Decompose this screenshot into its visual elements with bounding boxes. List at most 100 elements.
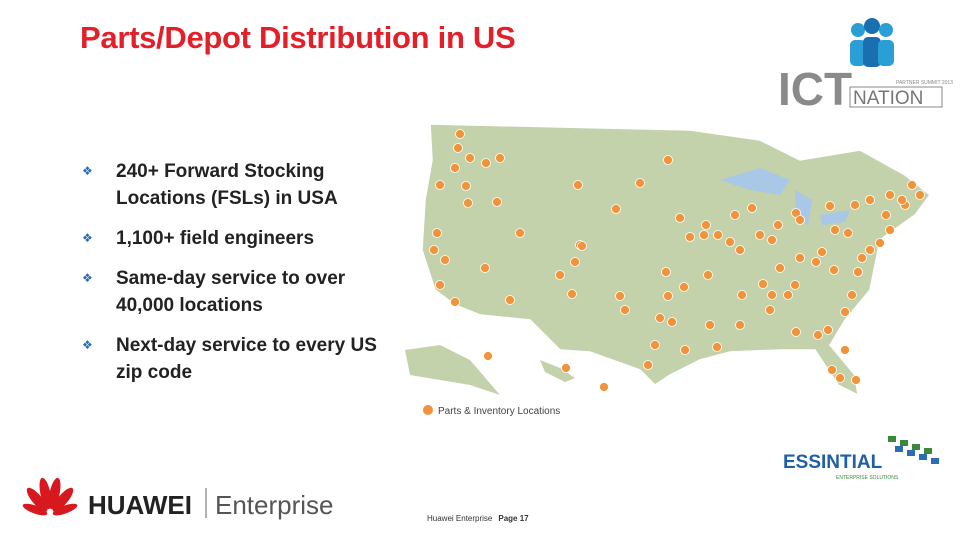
location-dot (865, 245, 875, 255)
location-dot (853, 267, 863, 277)
location-dot (643, 360, 653, 370)
location-dot (463, 198, 473, 208)
location-dot (701, 220, 711, 230)
location-dot (492, 197, 502, 207)
location-dot (555, 270, 565, 280)
location-dot (730, 210, 740, 220)
location-dot (620, 305, 630, 315)
location-dot (823, 325, 833, 335)
location-dot (680, 345, 690, 355)
location-dot (850, 200, 860, 210)
location-dot (712, 342, 722, 352)
bullet: 240+ Forward Stocking Locations (FSLs) i… (82, 158, 378, 212)
location-dot (567, 289, 577, 299)
location-dot (515, 228, 525, 238)
location-dot (465, 153, 475, 163)
location-dot (663, 155, 673, 165)
location-dot (847, 290, 857, 300)
huawei-name: HUAWEI (88, 490, 192, 520)
location-dot (865, 195, 875, 205)
bullet: 1,100+ field engineers (82, 225, 378, 252)
location-dot (650, 340, 660, 350)
page-number: Page 17 (498, 514, 529, 523)
location-dot (432, 228, 442, 238)
location-dot (725, 237, 735, 247)
location-dot (885, 190, 895, 200)
location-dot (843, 228, 853, 238)
location-dot (840, 345, 850, 355)
location-dot (825, 201, 835, 211)
location-dot (881, 210, 891, 220)
huawei-logo: HUAWEI Enterprise (22, 477, 334, 520)
location-dot (775, 263, 785, 273)
location-dot (737, 290, 747, 300)
bullet: Next-day service to every US zip code (82, 332, 378, 386)
location-dot (790, 280, 800, 290)
location-dot (495, 153, 505, 163)
location-dot (851, 375, 861, 385)
location-dot (827, 365, 837, 375)
location-dot (635, 178, 645, 188)
location-dot (795, 215, 805, 225)
location-dot (435, 180, 445, 190)
location-dot (791, 327, 801, 337)
huawei-division: Enterprise (215, 490, 334, 520)
location-dot (615, 291, 625, 301)
location-dot (573, 180, 583, 190)
ict-tagline: PARTNER SUMMIT 2013 (896, 80, 953, 86)
location-dot (429, 245, 439, 255)
location-dot (783, 290, 793, 300)
location-dot (835, 373, 845, 383)
location-dot (829, 265, 839, 275)
essintial-tagline: ENTERPRISE SOLUTIONS (836, 475, 899, 481)
location-dot (703, 270, 713, 280)
location-dot (811, 257, 821, 267)
location-dot (455, 129, 465, 139)
location-dot (561, 363, 571, 373)
location-dot (440, 255, 450, 265)
location-dot (817, 247, 827, 257)
location-dot (885, 225, 895, 235)
location-dots (429, 129, 925, 392)
location-dot (699, 230, 709, 240)
location-dot (450, 297, 460, 307)
location-dot (483, 351, 493, 361)
essintial-name: ESSINTIAL (783, 452, 883, 473)
location-dot (577, 241, 587, 251)
location-dot (655, 313, 665, 323)
ict-main: ICT (778, 63, 852, 115)
location-dot (735, 320, 745, 330)
location-dot (713, 230, 723, 240)
location-dot (685, 232, 695, 242)
location-dot (765, 305, 775, 315)
location-dot (663, 291, 673, 301)
location-dot (450, 163, 460, 173)
location-dot (813, 330, 823, 340)
location-dot (505, 295, 515, 305)
ict-sub: NATION (853, 88, 923, 109)
map-legend: Parts & Inventory Locations (438, 406, 560, 417)
location-dot (480, 263, 490, 273)
location-dot (767, 235, 777, 245)
slide-title: Parts/Depot Distribution in US (80, 20, 516, 55)
location-dot (747, 203, 757, 213)
us-map: Parts & Inventory Locations (405, 123, 932, 417)
location-dot (461, 181, 471, 191)
footer: Huawei Enterprise Page 17 (427, 514, 529, 523)
legend-marker (423, 405, 433, 415)
location-dot (611, 204, 621, 214)
footer-source: Huawei Enterprise (427, 514, 493, 523)
location-dot (857, 253, 867, 263)
bullet-list: 240+ Forward Stocking Locations (FSLs) i… (82, 158, 382, 399)
location-dot (435, 280, 445, 290)
location-dot (897, 195, 907, 205)
location-dot (599, 382, 609, 392)
location-dot (570, 257, 580, 267)
location-dot (481, 158, 491, 168)
location-dot (679, 282, 689, 292)
location-dot (915, 190, 925, 200)
location-dot (735, 245, 745, 255)
location-dot (830, 225, 840, 235)
location-dot (755, 230, 765, 240)
